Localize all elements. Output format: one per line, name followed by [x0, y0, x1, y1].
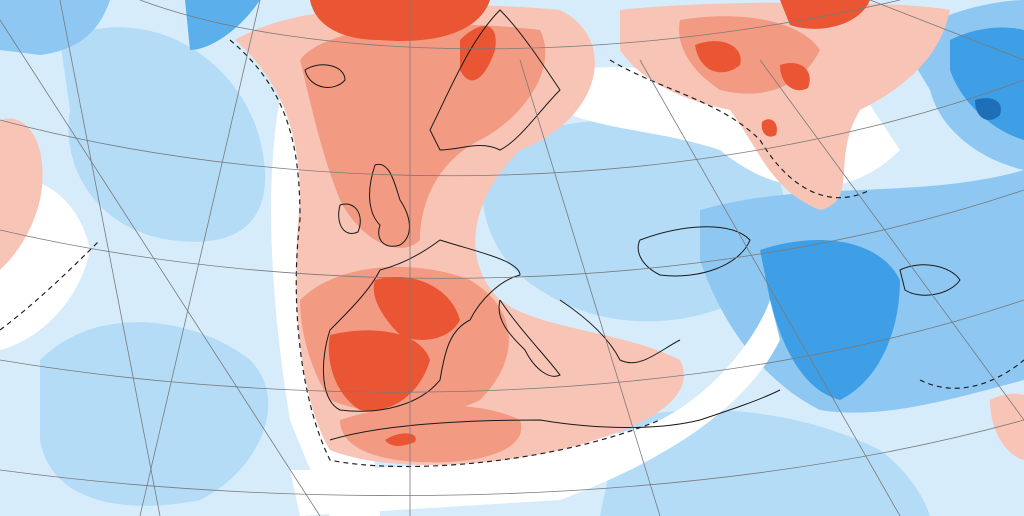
contour-west [229, 39, 661, 468]
red-scandinavia [310, 0, 490, 41]
red-iberia [328, 330, 430, 411]
longitude-line-3 [139, 0, 261, 516]
coastline-caspian [899, 264, 961, 296]
northeast-deep-blue [950, 27, 1024, 140]
longitude-line-2 [59, 0, 161, 516]
salmon-africa [340, 405, 522, 463]
coastline-britain [369, 163, 410, 247]
atlantic-south-blue-area [40, 322, 269, 506]
contour-northeast [609, 59, 871, 199]
latitude-line-2 [0, 79, 1024, 177]
coastline-scandinavia [429, 9, 561, 151]
coastline-balkans [559, 299, 681, 364]
red-norway [460, 26, 496, 81]
coastline-italy [498, 299, 561, 377]
atlantic-blue-area [60, 27, 266, 242]
red-northeast-2 [780, 62, 810, 91]
zero-contours [0, 39, 1024, 468]
contour-east [919, 359, 1024, 389]
red-east-spot [761, 119, 777, 137]
longitude-line-8 [869, 0, 1024, 61]
contour-west-2 [0, 239, 101, 331]
northeast-darkest-blue [975, 98, 1001, 120]
red-northeast-1 [695, 41, 741, 73]
coastline-ireland [338, 203, 361, 234]
greenland-blue [0, 0, 110, 55]
latitude-line-4 [0, 299, 1024, 393]
greenland-blue-2 [185, 0, 260, 50]
coastline-iberia-france [322, 239, 521, 412]
red-africa-spot [385, 433, 416, 446]
longitude-line-6 [639, 59, 901, 516]
red-france [373, 276, 460, 340]
longitude-line-1 [0, 19, 321, 516]
longitude-line-7 [759, 59, 1024, 421]
salmon-north [300, 24, 546, 248]
coastline-black-sea [637, 226, 751, 277]
coastline-iceland [304, 64, 346, 88]
coastlines [304, 9, 961, 441]
warm-anomaly-areas [0, 0, 1024, 465]
coastline-africa [329, 389, 781, 441]
latitude-line-1 [139, 0, 901, 50]
southeast-pink [990, 393, 1024, 460]
latitude-line-5 [0, 419, 1024, 496]
east-deep-blue [760, 240, 900, 400]
white-south [290, 300, 780, 516]
latitude-line-3 [0, 189, 1024, 279]
longitude-line-5 [519, 59, 661, 516]
red-northeast-3 [780, 0, 870, 29]
